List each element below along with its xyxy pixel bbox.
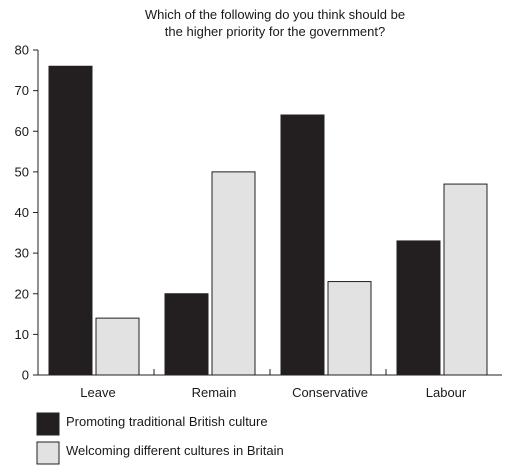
legend-swatch-series-1 [36,412,60,436]
x-tick-label-labour: Labour [426,385,467,400]
bars [48,65,488,376]
y-tick-label: 30 [15,246,29,261]
bar-remain-series-1 [164,293,209,376]
y-tick-label: 20 [15,286,29,301]
x-tick-label-remain: Remain [192,385,237,400]
x-tick-label-leave: Leave [80,385,115,400]
y-tick-label: 0 [22,368,29,383]
axes: 0 10 20 30 40 50 60 70 80 Leave Remain Conservative… [15,43,502,400]
chart-title-line-2: the higher priority for the government? [165,24,385,39]
y-tick-label: 50 [15,164,29,179]
y-tick-label: 80 [15,43,29,58]
legend-label-series-1: Promoting traditional British culture [66,414,268,429]
legend: Promoting traditional British culture Wel… [36,412,284,465]
y-tick-label: 40 [15,205,29,220]
bar-labour-series-1 [396,240,441,376]
bar-labour-series-2 [443,183,488,376]
bar-conservative-series-2 [327,281,372,376]
chart-title: Which of the following do you think shou… [145,7,405,39]
y-tick-label: 10 [15,327,29,342]
bar-leave-series-2 [95,317,140,376]
y-tick-label: 70 [15,83,29,98]
legend-label-series-2: Welcoming different cultures in Britain [66,443,284,458]
bar-conservative-series-1 [280,114,325,376]
y-tick-label: 60 [15,124,29,139]
bar-remain-series-2 [211,171,256,376]
x-tick-label-conservative: Conservative [292,385,368,400]
chart-title-line-1: Which of the following do you think shou… [145,7,405,22]
bar-leave-series-1 [48,65,93,376]
legend-swatch-series-2 [36,441,60,465]
